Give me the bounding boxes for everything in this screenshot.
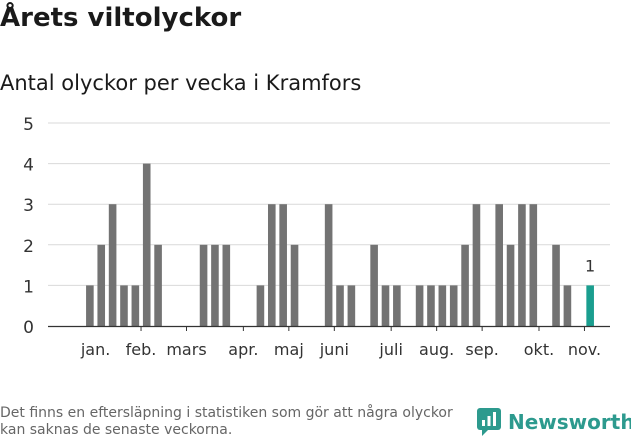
x-tick-label: feb. (126, 340, 157, 359)
bar-chart: 0 1 2 3 4 5 jan. feb. mars apr. maj juni juli aug. se… (23, 115, 610, 359)
brand-name: Newsworthy (508, 410, 631, 434)
x-tick-label: jan. (80, 340, 110, 359)
x-tick-label: sep. (465, 340, 498, 359)
x-tick-label: aug. (419, 340, 454, 359)
y-tick-label-5: 5 (23, 115, 34, 135)
y-tick-label-3: 3 (23, 196, 34, 216)
bar (142, 163, 151, 326)
x-tick-label: apr. (228, 340, 258, 359)
y-tick-label-0: 0 (23, 318, 34, 338)
bar (256, 285, 265, 326)
x-tick-label: okt. (524, 340, 554, 359)
y-tick-label-4: 4 (23, 156, 34, 176)
bar (279, 204, 287, 326)
newsworthy-logo-icon (477, 408, 501, 436)
annotations: 1 (585, 256, 595, 275)
bar (211, 244, 219, 326)
bar (438, 285, 447, 326)
bar (461, 244, 469, 326)
highlight-value-label: 1 (585, 256, 595, 275)
bar (393, 285, 401, 326)
x-tick-label: maj (274, 340, 304, 359)
bar (381, 285, 390, 326)
x-axis (48, 325, 610, 331)
x-tick-label: juli (378, 340, 402, 359)
y-tick-label-2: 2 (23, 237, 34, 257)
bar (154, 244, 162, 326)
bar (97, 244, 106, 326)
bar (131, 285, 140, 326)
bar (199, 244, 208, 326)
bar (290, 244, 299, 326)
bar (518, 204, 526, 326)
bars (86, 163, 594, 326)
bar (267, 204, 276, 326)
bar (563, 285, 572, 326)
bar (108, 204, 117, 326)
bar (552, 244, 560, 326)
x-tick-label: juni (319, 340, 349, 359)
bar (86, 285, 94, 326)
bar (427, 285, 435, 326)
y-tick-label-1: 1 (23, 277, 34, 297)
x-tick-label: mars (166, 340, 206, 359)
bar (222, 244, 231, 326)
bar (495, 204, 503, 326)
x-tick-label: nov. (568, 340, 601, 359)
bar-highlight (586, 285, 594, 326)
page-title: Årets viltolyckor (0, 3, 242, 33)
chart-subtitle: Antal olyckor per vecka i Kramfors (0, 71, 362, 95)
bar (415, 285, 424, 326)
bar (506, 244, 515, 326)
y-axis-tick-labels: 0 1 2 3 4 5 (23, 115, 34, 338)
footnote: Det finns en eftersläpning i statistiken… (0, 405, 453, 438)
bar (370, 244, 378, 326)
bar (347, 285, 356, 326)
x-axis-month-labels: jan. feb. mars apr. maj juni juli aug. sep. okt. n… (80, 340, 601, 359)
bar (472, 204, 481, 326)
bar (449, 285, 458, 326)
bar (324, 204, 333, 326)
bar (529, 204, 538, 326)
brand-logo[interactable]: Newsworthy (476, 407, 631, 437)
bar (120, 285, 128, 326)
bar (336, 285, 344, 326)
